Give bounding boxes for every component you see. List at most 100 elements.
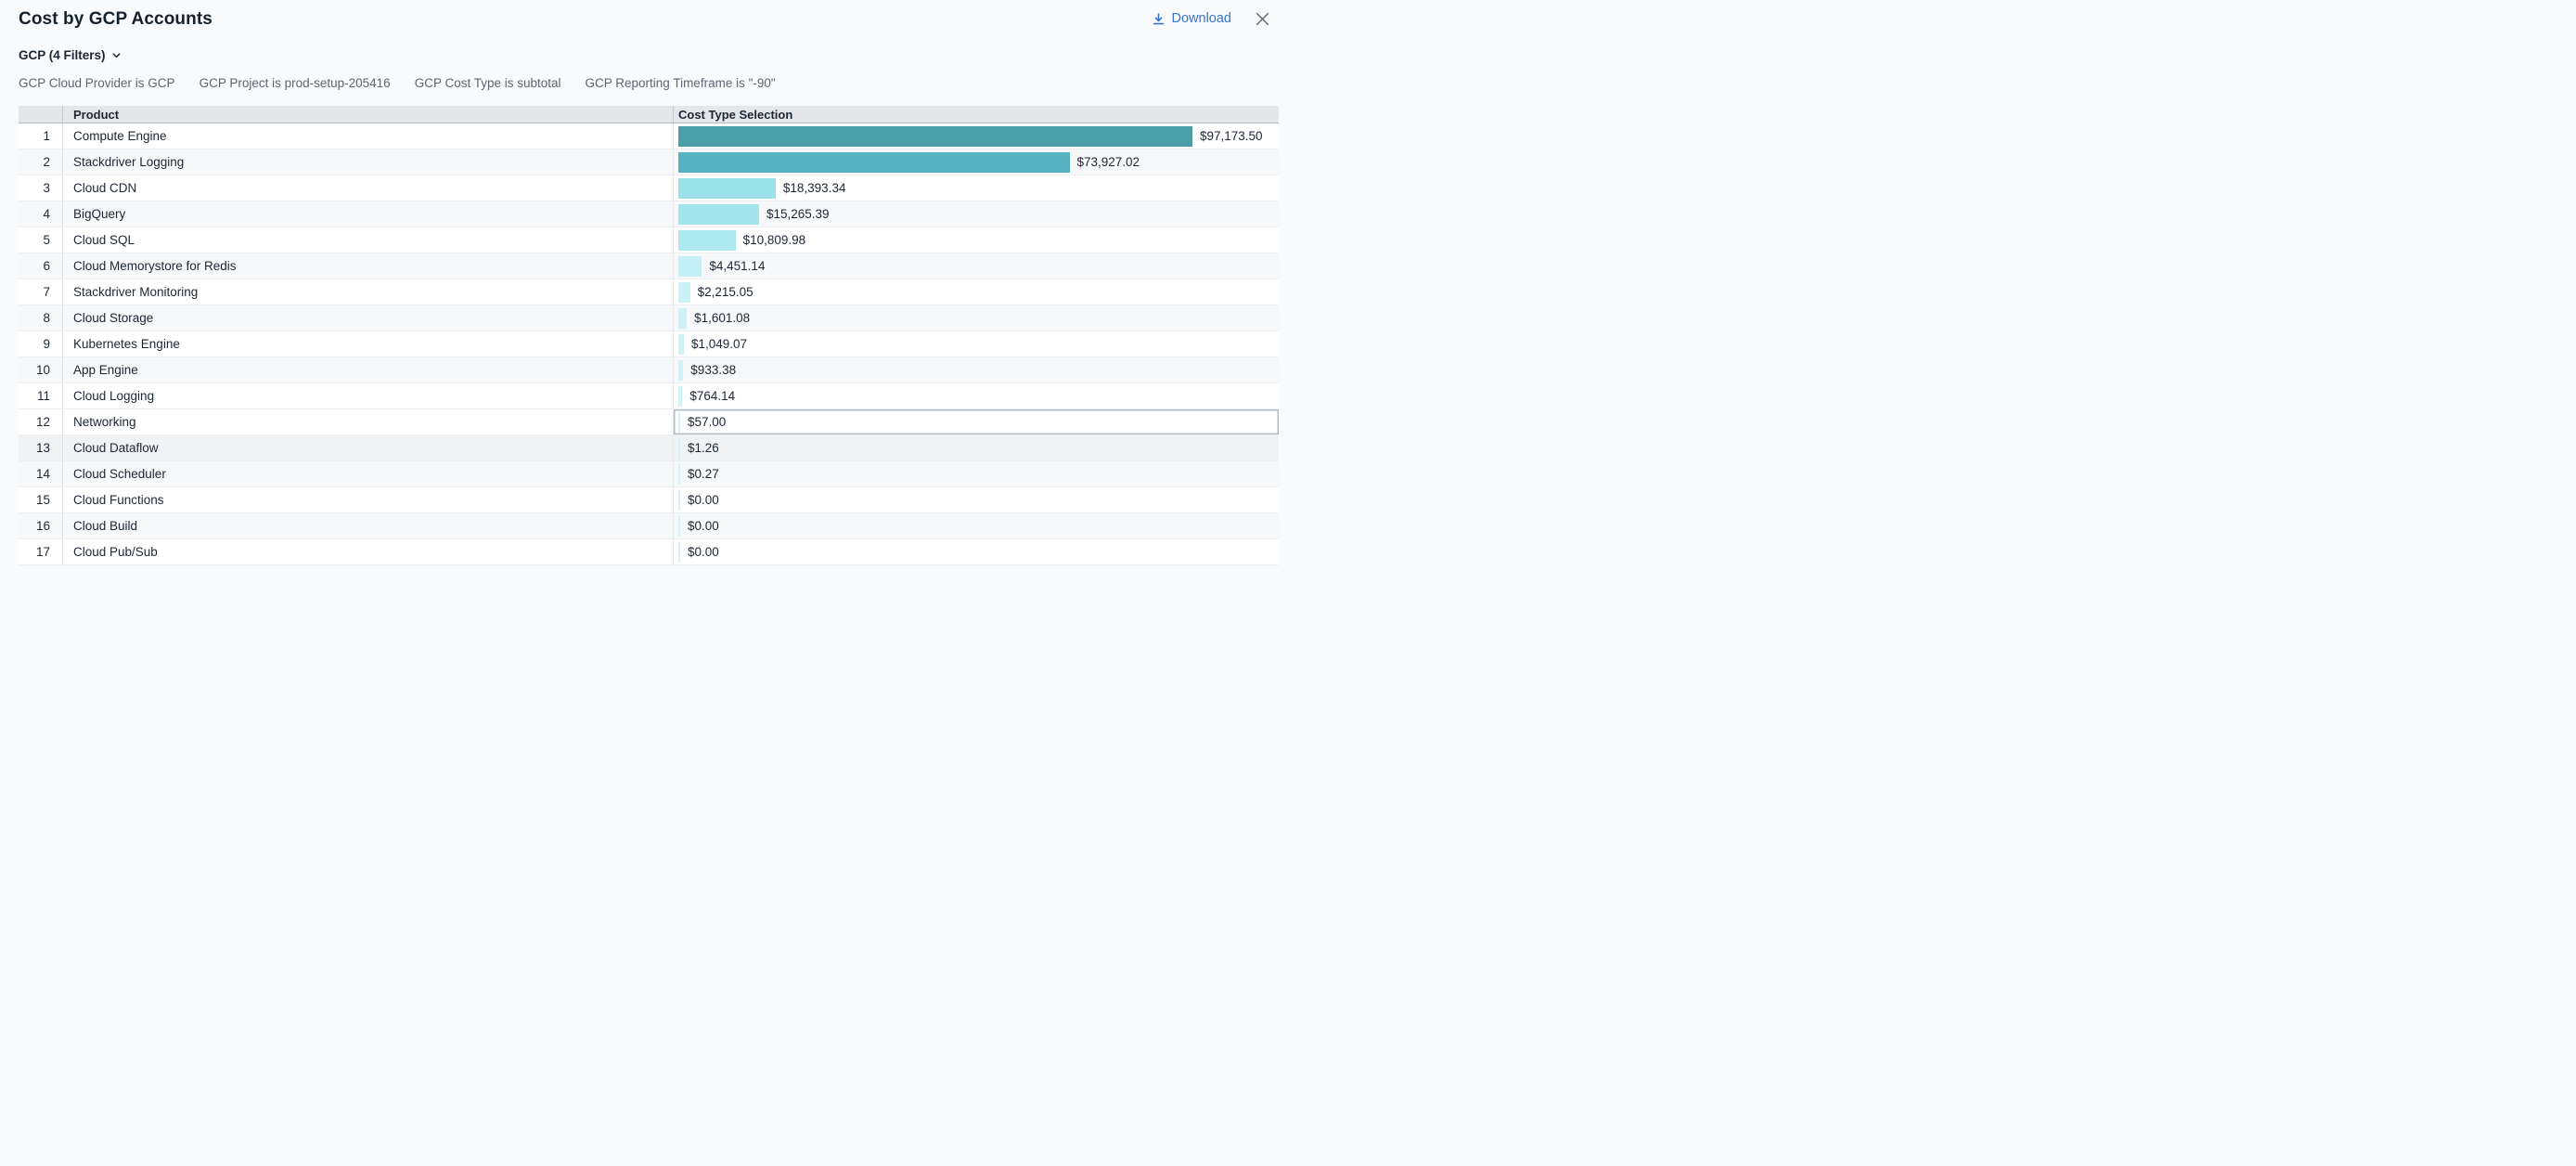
table-row[interactable]: 9 Kubernetes Engine $1,049.07: [19, 331, 1279, 357]
row-index-cell: 1: [19, 123, 63, 149]
cost-value: $73,927.02: [1076, 155, 1140, 169]
row-index-cell: 3: [19, 175, 63, 201]
table-row[interactable]: 5 Cloud SQL $10,809.98: [19, 227, 1279, 253]
table-header: Product Cost Type Selection: [19, 106, 1279, 123]
product-cell: Stackdriver Logging: [63, 149, 673, 175]
row-index: 1: [43, 129, 50, 143]
filter-item: GCP Cost Type is subtotal: [414, 76, 561, 90]
cost-cell[interactable]: $18,393.34: [673, 175, 1279, 201]
cost-bar[interactable]: [678, 541, 680, 563]
row-index: 15: [35, 493, 50, 507]
cost-cell[interactable]: $97,173.50: [673, 123, 1279, 149]
cost-value: $4,451.14: [709, 259, 766, 273]
filters-summary-label: GCP (4 Filters): [19, 48, 106, 62]
product-cell: Compute Engine: [63, 123, 673, 149]
cost-bar[interactable]: [678, 489, 680, 511]
cost-cell[interactable]: $15,265.39: [673, 201, 1279, 227]
cost-value: $0.00: [688, 519, 719, 533]
column-header-cost-type-selection: Cost Type Selection: [673, 106, 1279, 123]
page-title: Cost by GCP Accounts: [19, 9, 213, 29]
download-button[interactable]: Download: [1152, 11, 1232, 26]
cost-bar[interactable]: [678, 515, 680, 537]
table-row[interactable]: 10 App Engine $933.38: [19, 357, 1279, 383]
cost-bar[interactable]: [678, 463, 680, 485]
cost-bar[interactable]: [678, 307, 688, 329]
table-row[interactable]: 6 Cloud Memorystore for Redis $4,451.14: [19, 253, 1279, 279]
cost-cell[interactable]: $2,215.05: [673, 279, 1279, 304]
column-header-index: [19, 106, 63, 123]
row-index-cell: 2: [19, 149, 63, 175]
cost-bar[interactable]: [678, 411, 680, 433]
product-cell: Cloud CDN: [63, 175, 673, 201]
cost-cell[interactable]: $0.00: [673, 539, 1279, 564]
product-cell: Cloud Pub/Sub: [63, 539, 673, 564]
table-row[interactable]: 15 Cloud Functions $0.00: [19, 487, 1279, 513]
cost-bar[interactable]: [678, 385, 683, 407]
cost-bar[interactable]: [678, 177, 776, 199]
product-cell: Cloud Build: [63, 513, 673, 538]
table-row[interactable]: 17 Cloud Pub/Sub $0.00: [19, 539, 1279, 565]
table-row[interactable]: 12 Networking $57.00: [19, 409, 1279, 435]
cost-value: $1.26: [688, 441, 719, 455]
product-cell: Cloud Scheduler: [63, 461, 673, 486]
close-icon[interactable]: [1256, 12, 1269, 26]
table-row[interactable]: 3 Cloud CDN $18,393.34: [19, 175, 1279, 201]
product-name: Cloud Memorystore for Redis: [73, 259, 237, 273]
cost-bar[interactable]: [678, 359, 684, 381]
cost-cell[interactable]: $0.00: [673, 513, 1279, 538]
product-name: Cloud CDN: [73, 181, 137, 195]
cost-bar[interactable]: [678, 229, 736, 251]
product-cell: BigQuery: [63, 201, 673, 227]
cost-bar[interactable]: [678, 151, 1070, 173]
cost-cell[interactable]: $57.00: [673, 409, 1279, 434]
table-row[interactable]: 16 Cloud Build $0.00: [19, 513, 1279, 539]
cost-cell[interactable]: $1,601.08: [673, 305, 1279, 330]
cost-bar[interactable]: [678, 333, 684, 355]
product-cell: App Engine: [63, 357, 673, 382]
cost-cell[interactable]: $764.14: [673, 383, 1279, 408]
table-row[interactable]: 8 Cloud Storage $1,601.08: [19, 305, 1279, 331]
product-name: Stackdriver Monitoring: [73, 285, 199, 299]
cost-cell[interactable]: $1.26: [673, 435, 1279, 460]
cost-value: $0.27: [688, 467, 719, 481]
product-name: Compute Engine: [73, 129, 167, 143]
cost-bar[interactable]: [678, 255, 702, 277]
cost-bar[interactable]: [678, 281, 690, 303]
cost-cell[interactable]: $0.00: [673, 487, 1279, 512]
cost-value: $15,265.39: [766, 207, 830, 221]
product-cell: Networking: [63, 409, 673, 434]
product-cell: Cloud Functions: [63, 487, 673, 512]
table-row[interactable]: 1 Compute Engine $97,173.50: [19, 123, 1279, 149]
cost-bar[interactable]: [678, 437, 680, 459]
filter-item: GCP Cloud Provider is GCP: [19, 76, 175, 90]
filters-dropdown[interactable]: GCP (4 Filters): [19, 48, 122, 62]
cost-value: $0.00: [688, 545, 719, 559]
cost-cell[interactable]: $10,809.98: [673, 227, 1279, 253]
download-icon: [1152, 12, 1166, 26]
cost-cell[interactable]: $4,451.14: [673, 253, 1279, 279]
table-row[interactable]: 13 Cloud Dataflow $1.26: [19, 435, 1279, 461]
row-index-cell: 11: [19, 383, 63, 408]
cost-cell[interactable]: $0.27: [673, 461, 1279, 486]
cost-cell[interactable]: $73,927.02: [673, 149, 1279, 175]
cost-cell[interactable]: $933.38: [673, 357, 1279, 382]
product-name: Kubernetes Engine: [73, 337, 180, 351]
filter-list: GCP Cloud Provider is GCP GCP Project is…: [19, 76, 1288, 90]
table-row[interactable]: 14 Cloud Scheduler $0.27: [19, 461, 1279, 487]
download-label: Download: [1171, 11, 1232, 26]
cost-report-panel: Cost by GCP Accounts Download: [0, 0, 1288, 583]
cost-value: $18,393.34: [782, 181, 846, 195]
cost-cell[interactable]: $1,049.07: [673, 331, 1279, 356]
product-name: App Engine: [73, 363, 138, 377]
table-row[interactable]: 2 Stackdriver Logging $73,927.02: [19, 149, 1279, 175]
cost-bar[interactable]: [678, 125, 1192, 147]
cost-value: $1,601.08: [694, 311, 751, 325]
cost-bar[interactable]: [678, 203, 759, 225]
table-row[interactable]: 4 BigQuery $15,265.39: [19, 201, 1279, 227]
product-name: Cloud Logging: [73, 389, 155, 403]
row-index: 9: [43, 337, 50, 351]
product-name: Cloud Build: [73, 519, 138, 533]
table-row[interactable]: 7 Stackdriver Monitoring $2,215.05: [19, 279, 1279, 305]
table-row[interactable]: 11 Cloud Logging $764.14: [19, 383, 1279, 409]
product-name: Cloud Pub/Sub: [73, 545, 158, 559]
